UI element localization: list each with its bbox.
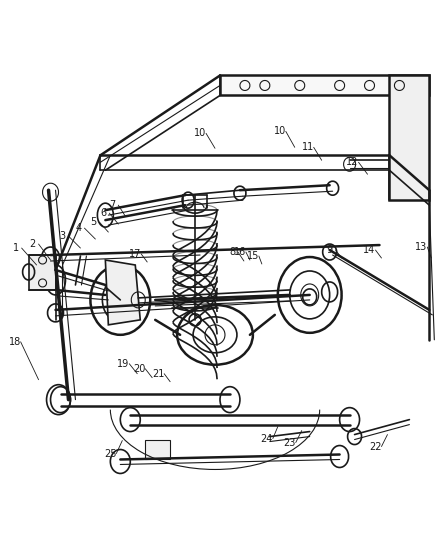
Polygon shape <box>145 440 170 459</box>
Text: 2: 2 <box>29 239 36 249</box>
Text: 24: 24 <box>261 433 273 443</box>
Text: 8: 8 <box>229 247 235 257</box>
Text: 22: 22 <box>369 441 382 451</box>
Text: 17: 17 <box>129 249 141 259</box>
Text: 12: 12 <box>346 157 359 167</box>
Text: 13: 13 <box>415 242 427 252</box>
Text: 20: 20 <box>133 364 145 374</box>
Text: 7: 7 <box>109 200 116 210</box>
Text: 10: 10 <box>274 126 286 136</box>
Text: 23: 23 <box>283 438 296 448</box>
Text: 15: 15 <box>247 251 259 261</box>
Polygon shape <box>28 255 56 290</box>
Text: 5: 5 <box>90 217 96 227</box>
Text: 4: 4 <box>75 223 81 233</box>
Text: 10: 10 <box>194 128 206 139</box>
Text: 3: 3 <box>60 231 66 241</box>
Text: 1: 1 <box>13 243 19 253</box>
Polygon shape <box>106 260 140 325</box>
Text: 9: 9 <box>327 245 333 255</box>
Text: 19: 19 <box>117 359 130 369</box>
Polygon shape <box>389 76 429 200</box>
Text: 25: 25 <box>104 448 117 458</box>
Text: 11: 11 <box>302 142 314 152</box>
Polygon shape <box>220 76 429 95</box>
Text: 6: 6 <box>100 208 106 218</box>
Text: 21: 21 <box>152 369 164 379</box>
Text: 18: 18 <box>8 337 21 347</box>
Text: 16: 16 <box>234 247 246 257</box>
Text: 14: 14 <box>364 245 376 255</box>
